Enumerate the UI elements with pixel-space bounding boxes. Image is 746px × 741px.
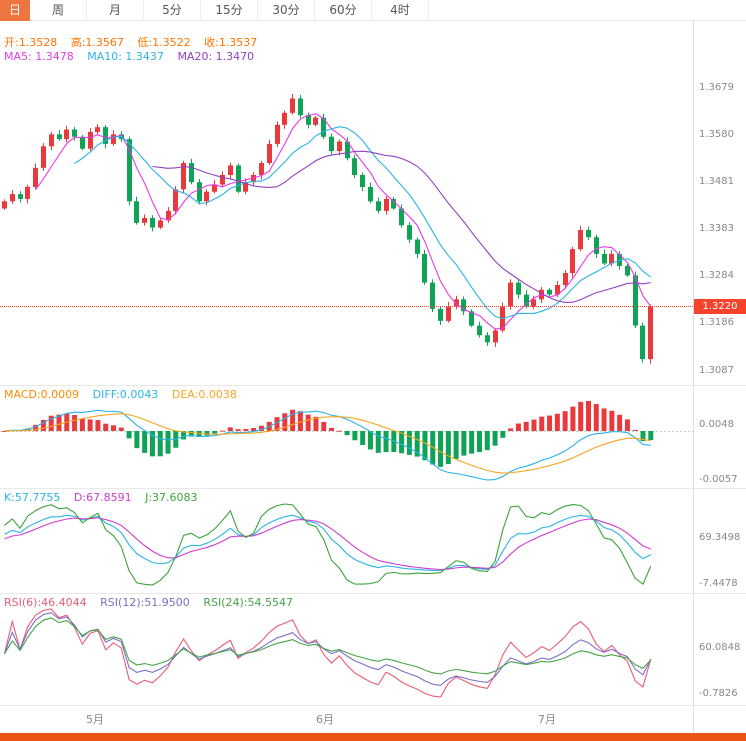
tab-30min[interactable]: 30分 [258, 0, 315, 21]
d-value: D:67.8591 [73, 491, 132, 504]
ohlc-row: 开:1.3528 高:1.3567 低:1.3522 收:1.3537 [4, 34, 267, 50]
tab-day[interactable]: 日 [0, 0, 30, 21]
month-label-july: 7月 [538, 713, 556, 726]
y-tick: 1.3186 [699, 317, 734, 328]
period-tabbar: 日 周 月 5分 15分 30分 60分 4时 [0, 0, 746, 21]
rsi-canvas[interactable] [0, 593, 693, 705]
kdj-tick-high: 69.3498 [699, 532, 741, 543]
main-chart-canvas[interactable] [0, 21, 693, 384]
tab-week[interactable]: 周 [30, 0, 87, 21]
rsi6-value: RSI(6):46.4044 [4, 596, 87, 609]
y-tick: 1.3481 [699, 176, 734, 187]
kdj-row: K:57.7755 D:67.8591 J:37.6083 [4, 491, 208, 504]
last-price-line [0, 306, 693, 307]
rsi-tick-high: 60.0848 [699, 642, 741, 653]
k-value: K:57.7755 [4, 491, 61, 504]
low-value: 低:1.3522 [137, 36, 191, 49]
month-label-june: 6月 [316, 713, 334, 726]
month-label-may: 5月 [86, 713, 104, 726]
macd-tick-high: 0.0048 [699, 419, 734, 430]
last-price-badge: 1.3220 [694, 299, 746, 314]
macd-row: MACD:0.0009 DIFF:0.0043 DEA:0.0038 [4, 388, 247, 401]
close-value: 收:1.3537 [204, 36, 258, 49]
high-value: 高:1.3567 [70, 36, 124, 49]
y-tick: 1.3679 [699, 82, 734, 93]
dea-value: DEA:0.0038 [171, 388, 237, 401]
kdj-tick-low: -7.4478 [699, 578, 738, 589]
rsi24-value: RSI(24):54.5547 [203, 596, 293, 609]
tab-4hour[interactable]: 4时 [372, 0, 429, 21]
y-tick: 1.3284 [699, 270, 734, 281]
y-tick: 1.3580 [699, 129, 734, 140]
diff-value: DIFF:0.0043 [92, 388, 159, 401]
ma10-label: MA10: 1.3437 [87, 50, 164, 63]
rsi-row: RSI(6):46.4044 RSI(12):51.9500 RSI(24):5… [4, 596, 303, 609]
kdj-canvas[interactable] [0, 488, 693, 593]
rsi-tick-low: -0.7826 [699, 688, 738, 699]
rsi12-value: RSI(12):51.9500 [100, 596, 190, 609]
time-scrollbar[interactable] [0, 733, 746, 741]
tab-month[interactable]: 月 [87, 0, 144, 21]
y-axis-line [693, 21, 694, 733]
y-tick: 1.3383 [699, 223, 734, 234]
tab-15min[interactable]: 15分 [201, 0, 258, 21]
divider-rsi-xaxis [0, 705, 746, 706]
macd-tick-low: -0.0057 [699, 474, 738, 485]
macd-value: MACD:0.0009 [4, 388, 80, 401]
y-tick: 1.3087 [699, 365, 734, 376]
macd-canvas[interactable] [0, 385, 693, 488]
tab-60min[interactable]: 60分 [315, 0, 372, 21]
open-value: 开:1.3528 [4, 36, 58, 49]
ma20-label: MA20: 1.3470 [177, 50, 255, 63]
j-value: J:37.6083 [145, 491, 198, 504]
ma-row: MA5: 1.3478 MA10: 1.3437 MA20: 1.3470 [4, 50, 264, 63]
tab-5min[interactable]: 5分 [144, 0, 201, 21]
ma5-label: MA5: 1.3478 [4, 50, 74, 63]
